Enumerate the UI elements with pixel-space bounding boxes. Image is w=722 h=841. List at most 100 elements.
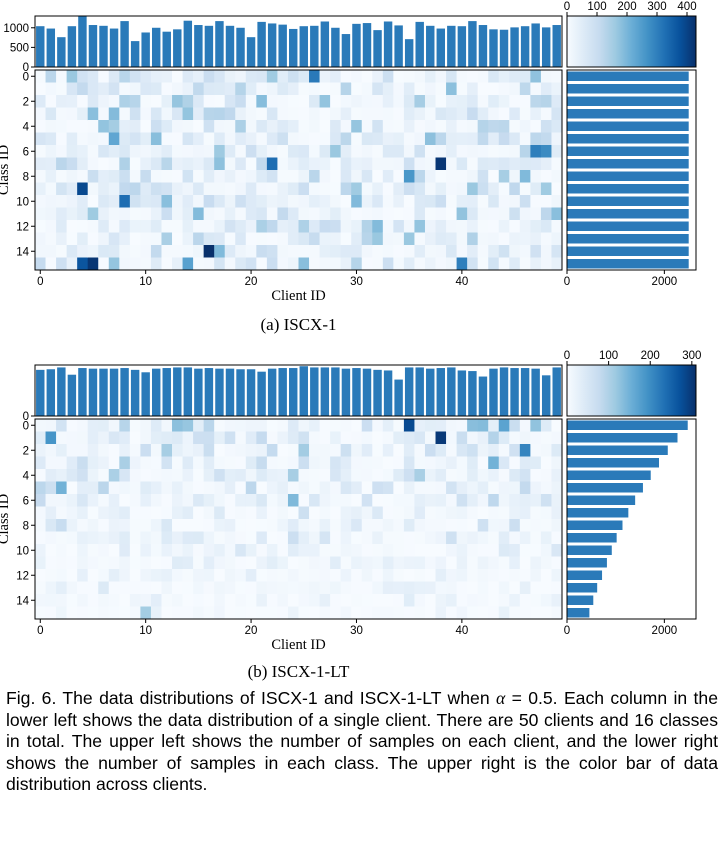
heatmap-cell (351, 245, 363, 258)
heatmap-cell (530, 544, 542, 557)
heatmap-cell (235, 120, 247, 133)
heatmap-cell (235, 95, 247, 108)
heatmap-cell (530, 195, 542, 208)
heatmap-cell (193, 95, 205, 108)
heatmap-cell (393, 95, 405, 108)
heatmap-cell (340, 132, 352, 146)
class-bar (567, 458, 659, 468)
heatmap-cell (45, 431, 57, 445)
heatmap-cell (393, 182, 405, 196)
heatmap-cell (446, 581, 457, 595)
heatmap-cell (214, 469, 226, 482)
heatmap-cell (424, 494, 436, 507)
y-tick-label: 4 (23, 121, 30, 133)
heatmap-cell (287, 456, 299, 470)
heatmap-cell (119, 469, 131, 482)
heatmap-cell (530, 132, 542, 146)
heatmap-cell (193, 245, 205, 258)
heatmap-cell (530, 481, 542, 495)
heatmap-cell (161, 132, 173, 146)
heatmap-cell (214, 544, 226, 557)
heatmap-cell (498, 456, 510, 470)
heatmap-cell (56, 531, 68, 545)
heatmap-cell (245, 456, 257, 470)
heatmap-cell (330, 519, 342, 532)
client-bar (257, 371, 266, 416)
heatmap-cell (372, 107, 384, 121)
heatmap-cell (540, 481, 552, 495)
client-bar (88, 25, 98, 67)
heatmap-cell (393, 245, 405, 258)
heatmap-cell (45, 70, 57, 83)
heatmap-cell (129, 182, 141, 196)
heatmap-cell (182, 170, 194, 183)
heatmap-cell (277, 120, 289, 133)
heatmap-cell (203, 207, 215, 221)
heatmap-cell (245, 506, 257, 520)
heatmap-cell (414, 182, 426, 196)
heatmap-cell (193, 182, 205, 196)
heatmap-cell (509, 145, 521, 158)
heatmap-cell (393, 220, 405, 233)
heatmap-cell (467, 581, 479, 595)
client-bar (362, 23, 372, 68)
heatmap-cell (372, 170, 384, 183)
heatmap-cell (266, 594, 278, 607)
heatmap-cell (530, 257, 542, 271)
heatmap-cell (424, 506, 436, 520)
heatmap-cell (488, 120, 500, 133)
heatmap-cell (140, 232, 152, 246)
heatmap-cell (77, 70, 89, 83)
heatmap-cell (235, 469, 247, 482)
heatmap-cell (108, 469, 120, 482)
heatmap-cell (287, 556, 299, 570)
class-bar (567, 558, 607, 568)
heatmap-cell (372, 594, 384, 607)
heatmap-cell (224, 220, 236, 233)
heatmap-cell (551, 82, 563, 96)
heatmap-cell (309, 469, 320, 482)
heatmap-cell (287, 107, 299, 121)
heatmap-cell (193, 519, 205, 532)
heatmap-cell (498, 120, 510, 133)
heatmap-cell (467, 556, 479, 570)
heatmap-cell (172, 195, 183, 208)
heatmap-cell (140, 220, 152, 233)
heatmap-cell (235, 506, 247, 520)
heatmap-cell (129, 170, 141, 183)
heatmap-cell (245, 469, 257, 482)
heatmap-cell (87, 581, 99, 595)
heatmap-cell (361, 132, 373, 146)
heatmap-cell (477, 70, 489, 83)
heatmap-cell (35, 469, 46, 482)
heatmap-cell (98, 95, 110, 108)
heatmap-cell (161, 556, 173, 570)
heatmap-cell (467, 519, 479, 532)
heatmap-cell (403, 569, 415, 582)
heatmap-cell (266, 569, 278, 582)
heatmap-cell (361, 481, 373, 495)
colorbar (566, 364, 697, 417)
heatmap-cell (214, 257, 226, 271)
class-bar (567, 583, 598, 593)
heatmap-cell (87, 544, 99, 557)
heatmap-cell (108, 594, 120, 607)
client-bar (46, 369, 56, 416)
heatmap-cell (403, 220, 415, 233)
y-tick-label: 2 (23, 96, 29, 108)
heatmap-cell (424, 481, 436, 495)
client-bar (99, 368, 108, 416)
heatmap-cell (77, 232, 89, 246)
client-bar (225, 25, 235, 68)
heatmap-cell (319, 70, 331, 83)
heatmap-cell (530, 494, 542, 507)
heatmap-cell (172, 419, 183, 432)
class-bar (567, 433, 678, 443)
heatmap-cell (45, 207, 57, 221)
heatmap-cell (372, 157, 384, 171)
client-bar (162, 368, 171, 416)
heatmap-cell (140, 456, 152, 470)
heatmap-cell (87, 556, 99, 570)
heatmap-cell (361, 531, 373, 545)
